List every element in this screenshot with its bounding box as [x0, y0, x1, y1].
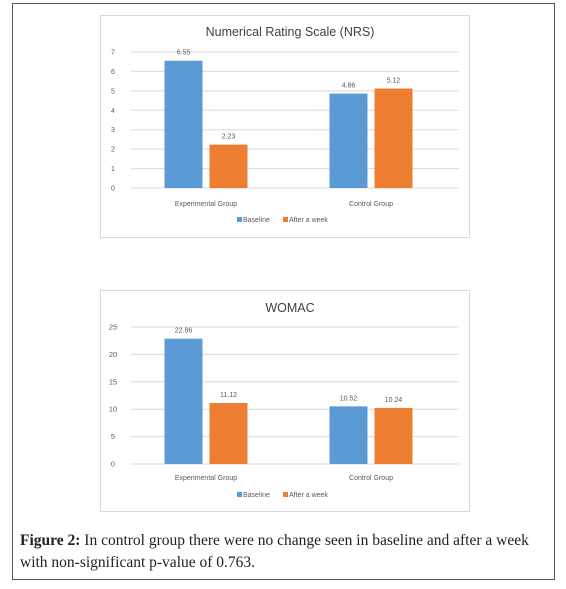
nrs-data-label: 2.23 [222, 134, 236, 141]
womac-chart-svg: WOMAC 0 5 10 15 20 25 22.86 11.12 Experimental Gr… [109, 301, 459, 499]
nrs-category-label: Experimental Group [175, 201, 237, 208]
womac-legend-swatch [237, 492, 242, 497]
nrs-legend-swatch [283, 217, 288, 222]
nrs-y-tick-label: 0 [111, 186, 115, 193]
nrs-y-tick-label: 6 [111, 69, 115, 76]
caption-text: In control group there were no change se… [20, 532, 529, 571]
nrs-data-label: 4.86 [342, 83, 356, 90]
nrs-bar-baseline [329, 93, 368, 188]
nrs-y-tick-label: 5 [111, 88, 115, 95]
nrs-data-label: 6.55 [177, 50, 191, 57]
womac-data-label: 22.86 [175, 328, 193, 335]
nrs-y-tick-label: 2 [111, 147, 115, 154]
nrs-legend-swatch [237, 217, 242, 222]
womac-data-label: 10.24 [385, 397, 403, 404]
womac-legend-label: Baseline [243, 492, 270, 499]
womac-y-tick-label: 20 [109, 350, 117, 359]
nrs-bar-after-week [374, 88, 413, 188]
nrs-y-tick-label: 4 [111, 108, 115, 115]
nrs-y-tick-label: 7 [111, 50, 115, 57]
nrs-bar-after-week [209, 144, 248, 188]
nrs-y-tick-label: 1 [111, 166, 115, 173]
womac-data-label: 10.52 [340, 395, 358, 402]
womac-data-label: 11.12 [220, 392, 237, 399]
nrs-chart-title: Numerical Rating Scale (NRS) [206, 25, 375, 39]
womac-bar-after-week [374, 407, 413, 464]
womac-y-tick-label: 0 [111, 460, 115, 469]
nrs-bar-baseline [164, 60, 203, 188]
womac-y-tick-label: 5 [111, 432, 115, 441]
womac-chart-title: WOMAC [265, 301, 314, 315]
womac-legend-label: After a week [289, 492, 328, 499]
caption-label: Figure 2: [20, 532, 81, 549]
womac-category-label: Experimental Group [175, 475, 237, 482]
womac-bar-baseline [164, 338, 203, 464]
womac-chart: WOMAC 0 5 10 15 20 25 22.86 11.12 Experimental Gr… [100, 290, 470, 512]
womac-y-tick-label: 15 [109, 377, 117, 386]
nrs-chart: Numerical Rating Scale (NRS) 0 1 2 3 4 5 6 7 6.55… [100, 15, 470, 238]
womac-bar-after-week [209, 403, 248, 464]
nrs-legend-label: Baseline [243, 217, 270, 224]
figure-caption: Figure 2: In control group there were no… [20, 530, 545, 574]
womac-bar-baseline [329, 406, 368, 464]
nrs-y-tick-label: 3 [111, 127, 115, 134]
womac-legend-swatch [283, 492, 288, 497]
womac-category-label: Control Group [349, 475, 393, 482]
womac-y-tick-label: 25 [109, 323, 117, 332]
nrs-category-label: Control Group [349, 201, 393, 208]
nrs-chart-svg: Numerical Rating Scale (NRS) 0 1 2 3 4 5 6 7 6.55… [111, 25, 459, 224]
womac-y-tick-label: 10 [109, 405, 117, 414]
nrs-legend-label: After a week [289, 217, 328, 224]
nrs-data-label: 5.12 [387, 78, 401, 85]
